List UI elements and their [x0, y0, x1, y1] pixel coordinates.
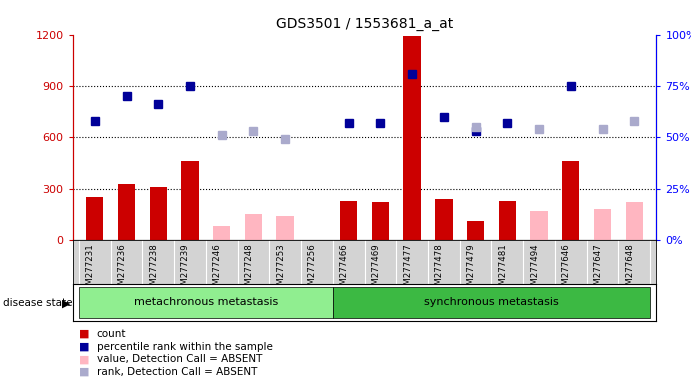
Text: count: count — [97, 329, 126, 339]
Bar — [86, 197, 104, 240]
Bar — [435, 199, 453, 240]
Bar — [530, 211, 548, 240]
Text: ■: ■ — [79, 354, 90, 364]
Text: ■: ■ — [79, 367, 90, 377]
Bar — [340, 200, 357, 240]
Bar — [594, 209, 612, 240]
Bar — [499, 200, 516, 240]
Text: GSM277466: GSM277466 — [340, 243, 349, 296]
Text: ■: ■ — [79, 329, 90, 339]
Text: disease state: disease state — [3, 298, 73, 308]
Text: GSM277253: GSM277253 — [276, 243, 285, 296]
Text: metachronous metastasis: metachronous metastasis — [134, 297, 278, 308]
Bar — [404, 36, 421, 240]
Bar — [276, 216, 294, 240]
Bar — [333, 287, 650, 318]
Text: GSM277477: GSM277477 — [403, 243, 412, 296]
Text: GSM277256: GSM277256 — [308, 243, 317, 296]
Text: GSM277248: GSM277248 — [245, 243, 254, 296]
Title: GDS3501 / 1553681_a_at: GDS3501 / 1553681_a_at — [276, 17, 453, 31]
Text: GSM277239: GSM277239 — [181, 243, 190, 296]
Bar — [625, 202, 643, 240]
Text: GSM277648: GSM277648 — [625, 243, 634, 296]
Text: GSM277469: GSM277469 — [371, 243, 380, 296]
Bar — [149, 187, 167, 240]
Text: synchronous metastasis: synchronous metastasis — [424, 297, 559, 308]
Text: ▶: ▶ — [62, 298, 70, 308]
Text: GSM277647: GSM277647 — [594, 243, 603, 296]
Text: GSM277231: GSM277231 — [86, 243, 95, 296]
Text: GSM277646: GSM277646 — [562, 243, 571, 296]
Text: GSM277479: GSM277479 — [466, 243, 475, 296]
Text: GSM277236: GSM277236 — [117, 243, 126, 296]
Text: GSM277238: GSM277238 — [149, 243, 158, 296]
Bar — [213, 226, 230, 240]
Text: value, Detection Call = ABSENT: value, Detection Call = ABSENT — [97, 354, 262, 364]
Text: GSM277481: GSM277481 — [498, 243, 507, 296]
Text: rank, Detection Call = ABSENT: rank, Detection Call = ABSENT — [97, 367, 257, 377]
Bar — [562, 161, 580, 240]
Bar — [245, 214, 262, 240]
Bar — [79, 287, 333, 318]
Text: GSM277246: GSM277246 — [213, 243, 222, 296]
Text: GSM277494: GSM277494 — [530, 243, 539, 296]
Bar — [467, 221, 484, 240]
Text: percentile rank within the sample: percentile rank within the sample — [97, 342, 273, 352]
Bar — [181, 161, 199, 240]
Text: GSM277478: GSM277478 — [435, 243, 444, 296]
Text: ■: ■ — [79, 342, 90, 352]
Bar — [372, 202, 389, 240]
Bar — [117, 184, 135, 240]
